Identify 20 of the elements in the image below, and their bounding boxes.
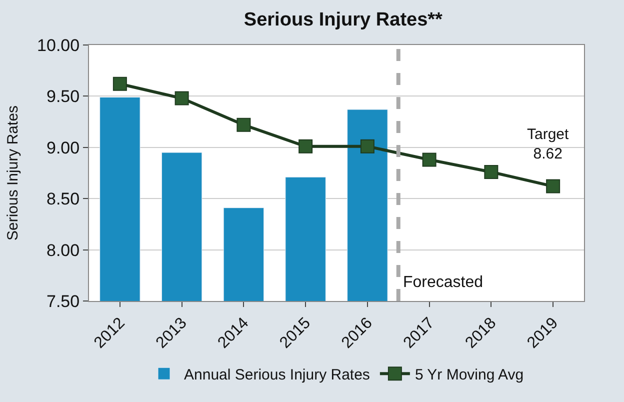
y-tick-label: 9.00 [46,138,80,158]
annotation: Forecasted [403,274,484,291]
point [298,139,313,154]
legend-label: 5 Yr Moving Avg [414,366,524,384]
point [174,91,189,106]
chart-title: Serious Injury Rates** [244,9,444,30]
legend-label: Annual Serious Injury Rates [184,366,370,384]
y-tick-label: 9.50 [46,87,80,106]
point [422,152,436,167]
y-tick-label: 10.00 [37,36,80,55]
point [236,118,251,132]
y-tick-label: 7.50 [46,292,80,311]
y-tick-label: 8.50 [46,190,80,209]
y-tick-label: 8.00 [46,240,80,260]
point [484,164,498,179]
point [546,179,560,194]
y-axis-title: Serious Injury Rates [4,105,22,241]
annotation: Target 8.62 [527,126,570,162]
point [112,76,127,91]
point [360,139,374,154]
